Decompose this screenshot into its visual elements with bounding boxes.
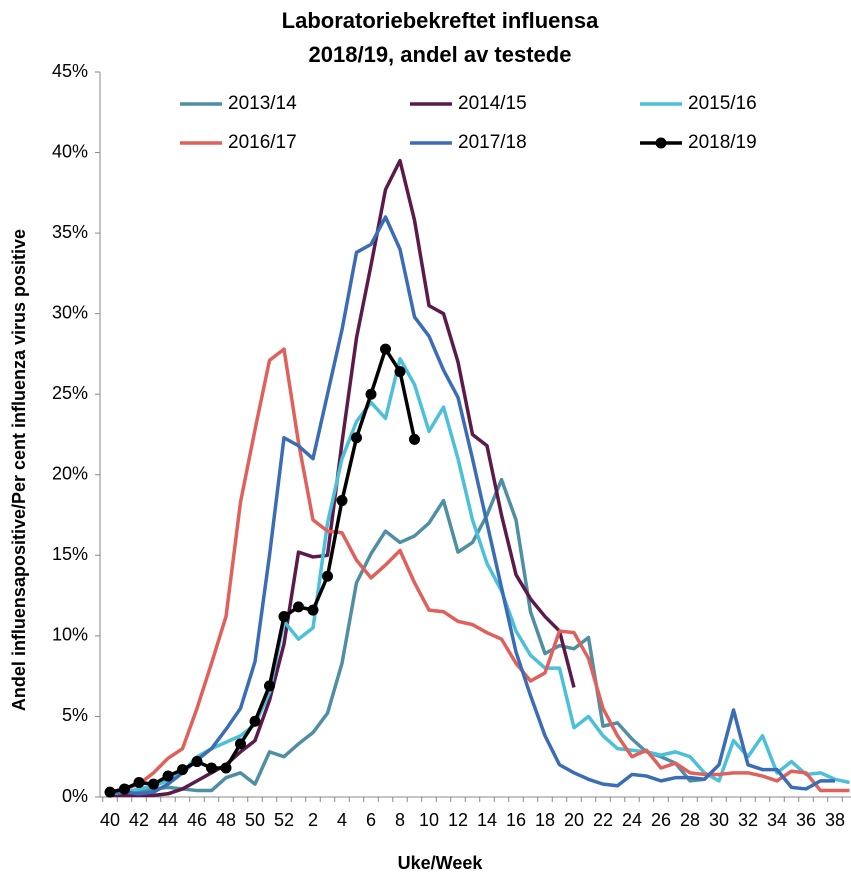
series-line <box>109 347 850 794</box>
series-marker <box>104 786 116 798</box>
y-tick-label: 0% <box>62 786 88 806</box>
x-tick-label: 12 <box>448 810 468 830</box>
legend-label: 2013/14 <box>228 93 297 114</box>
x-tick-label: 48 <box>216 810 236 830</box>
x-tick-label: 22 <box>593 810 613 830</box>
x-tick-label: 4 <box>337 810 347 830</box>
series-marker <box>409 433 420 445</box>
x-tick-label: 36 <box>796 810 816 830</box>
y-tick-label: 45% <box>52 61 88 81</box>
x-tick-label: 30 <box>709 810 729 830</box>
series-line <box>110 215 835 796</box>
y-tick-label: 5% <box>62 705 88 725</box>
x-tick-label: 16 <box>506 810 526 830</box>
legend-marker <box>655 137 667 149</box>
y-tick-label: 15% <box>52 544 88 564</box>
x-tick-label: 52 <box>274 810 294 830</box>
y-tick-label: 40% <box>52 141 88 161</box>
x-tick-label: 24 <box>622 810 642 830</box>
x-tick-label: 40 <box>100 810 120 830</box>
x-tick-label: 38 <box>825 810 845 830</box>
x-tick-label: 18 <box>535 810 555 830</box>
x-tick-label: 28 <box>680 810 700 830</box>
legend-label: 2014/15 <box>458 93 527 114</box>
series-marker <box>162 770 174 782</box>
x-tick-label: 50 <box>245 810 265 830</box>
series-marker <box>191 756 203 768</box>
y-tick-label: 20% <box>52 464 88 484</box>
series-marker <box>278 611 290 623</box>
legend-label: 2015/16 <box>688 93 757 114</box>
chart-title: 2018/19, andel av testede <box>309 42 572 67</box>
y-axis-title: Andel influensapositive/Per cent influen… <box>9 229 29 711</box>
x-tick-label: 6 <box>366 810 376 830</box>
x-tick-label: 10 <box>419 810 439 830</box>
series-marker <box>249 715 261 727</box>
x-tick-label: 14 <box>477 810 497 830</box>
series-marker <box>336 495 348 507</box>
series-marker <box>365 388 377 400</box>
series-marker <box>119 783 130 795</box>
series-marker <box>148 778 159 790</box>
x-tick-label: 32 <box>738 810 758 830</box>
series-marker <box>394 366 406 378</box>
y-tick-label: 25% <box>52 383 88 403</box>
series-marker <box>351 432 362 444</box>
y-tick-label: 30% <box>52 302 88 322</box>
x-tick-label: 42 <box>129 810 149 830</box>
legend-label: 2017/18 <box>458 132 527 153</box>
series-marker <box>133 777 145 788</box>
chart-title: Laboratoriebekreftet influensa <box>282 8 599 33</box>
series-marker <box>206 762 217 774</box>
x-tick-label: 20 <box>564 810 584 830</box>
series-marker <box>380 343 391 355</box>
series-line <box>109 477 705 794</box>
series-marker <box>177 764 188 776</box>
x-tick-label: 8 <box>395 810 405 830</box>
x-axis-title: Uke/Week <box>398 853 484 873</box>
x-tick-label: 46 <box>187 810 207 830</box>
x-tick-label: 44 <box>158 810 178 830</box>
series-marker <box>307 604 319 616</box>
series-marker <box>220 762 232 774</box>
y-tick-label: 10% <box>52 625 88 645</box>
legend-label: 2018/19 <box>688 132 757 153</box>
series-marker <box>293 601 304 613</box>
legend-label: 2016/17 <box>228 132 297 153</box>
series-line <box>110 158 576 798</box>
x-tick-label: 34 <box>767 810 787 830</box>
series-line <box>109 357 850 796</box>
series-marker <box>322 570 333 582</box>
series-marker <box>235 738 246 750</box>
y-tick-label: 35% <box>52 222 88 242</box>
x-tick-label: 26 <box>651 810 671 830</box>
x-tick-label: 2 <box>308 810 318 830</box>
series-line <box>109 347 417 794</box>
series-marker <box>264 680 275 692</box>
